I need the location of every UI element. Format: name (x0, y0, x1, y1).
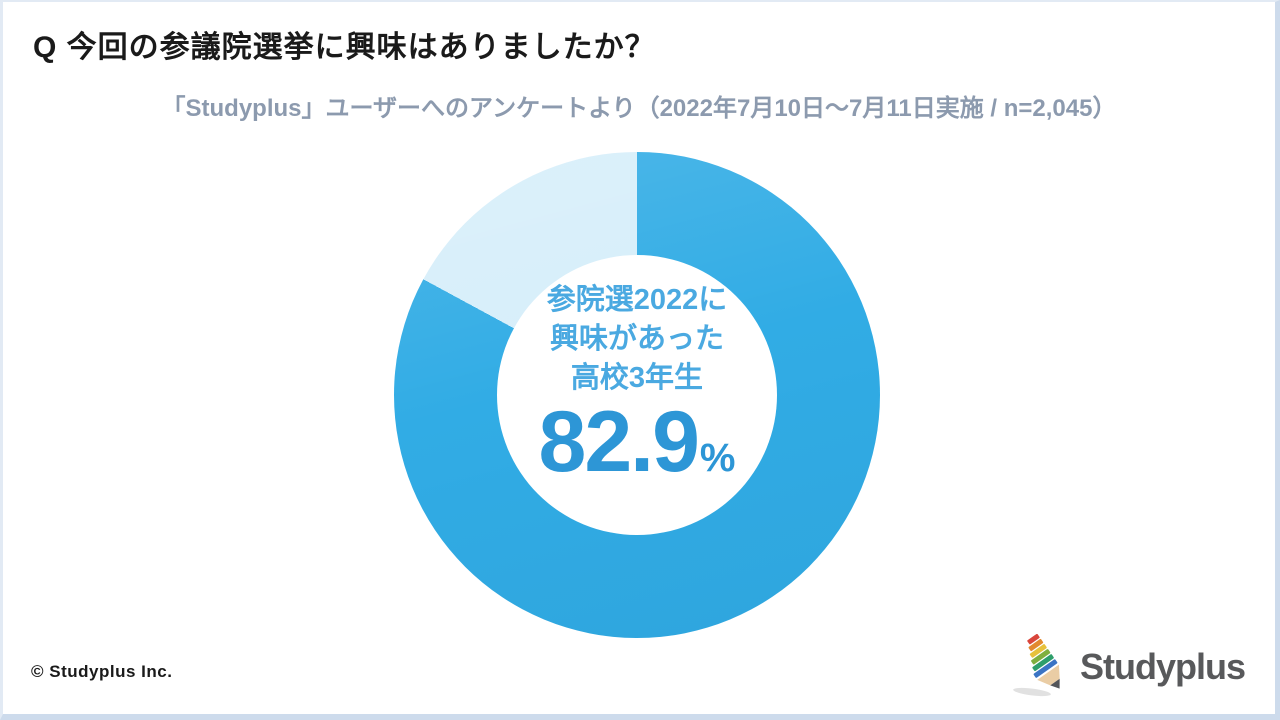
donut-chart: 参院選2022に 興味があった 高校3年生 82.9% (394, 152, 880, 638)
studyplus-logo: Studyplus (1008, 634, 1246, 700)
center-value-row: 82.9% (497, 399, 777, 485)
page-title: Q 今回の参議院選挙に興味はありましたか？ (33, 31, 656, 64)
center-value-unit: % (699, 436, 736, 480)
survey-subtitle: 「Studyplus」ユーザーへのアンケートより（2022年7月10日〜7月11… (161, 95, 1117, 122)
pencil-tip (1050, 678, 1060, 689)
pencil-shadow (1013, 687, 1051, 697)
center-label-line: 高校3年生 (570, 362, 704, 394)
copyright: © Studyplus Inc. (31, 662, 173, 681)
center-label-line: 参院選2022に (546, 284, 728, 316)
pencil-wood (1037, 664, 1060, 686)
center-label-line: 興味があった (549, 323, 724, 355)
logo-wordmark: Studyplus (1079, 646, 1246, 687)
center-value: 82.9 (538, 394, 700, 490)
pencil-icon (1013, 634, 1060, 697)
donut-center: 参院選2022に 興味があった 高校3年生 82.9% (497, 255, 777, 535)
